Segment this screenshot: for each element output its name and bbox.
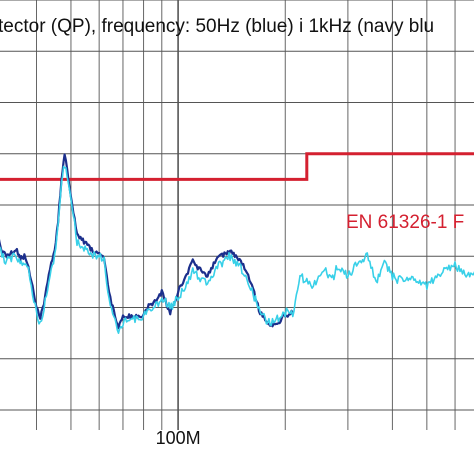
limit-line xyxy=(0,152,474,181)
chart-title: tector (QP), frequency: 50Hz (blue) i 1k… xyxy=(0,16,434,37)
x-tick-labels: 100M xyxy=(156,428,201,448)
limit-line-group xyxy=(0,152,474,181)
x-tick-label: 100M xyxy=(156,428,201,448)
series-line-2 xyxy=(0,165,474,335)
series-group xyxy=(0,153,474,335)
limit-line-label: EN 61326-1 F xyxy=(346,212,464,233)
grid xyxy=(0,0,474,430)
series-line-1 xyxy=(0,153,294,330)
